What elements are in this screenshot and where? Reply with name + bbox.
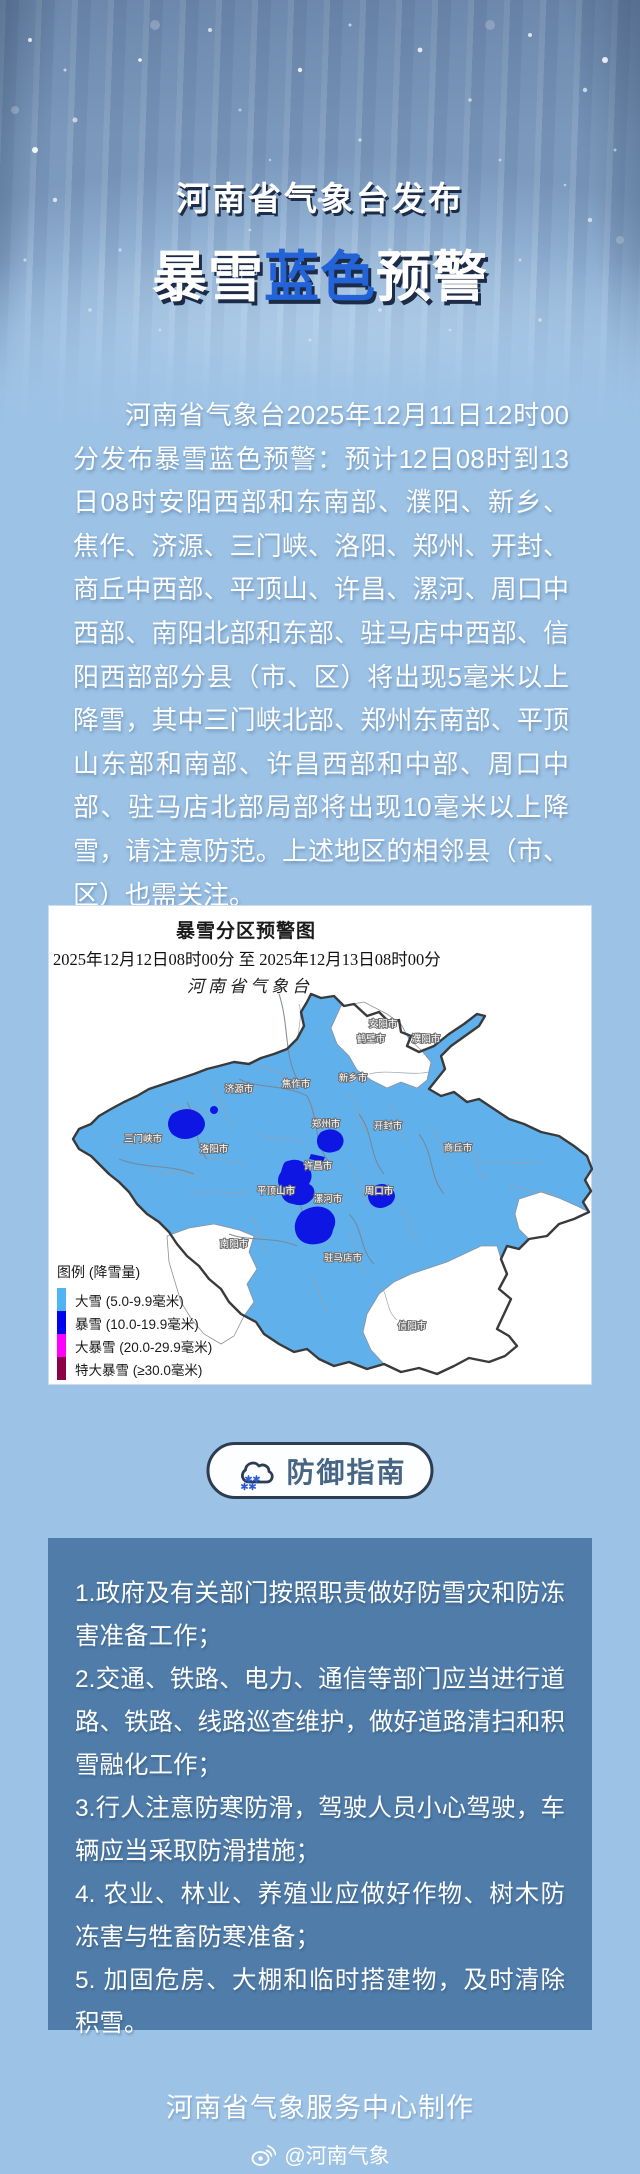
warning-paragraph: 河南省气象台2025年12月11日12时00分发布暴雪蓝色预警：预计12日08时… xyxy=(73,400,569,910)
legend-swatch-heavy-snow xyxy=(57,1288,66,1311)
city-label: 平顶山市 xyxy=(257,1185,296,1197)
legend-item: 暴雪 (10.0-19.9毫米) xyxy=(57,1311,212,1334)
legend-item: 大暴雪 (20.0-29.9毫米) xyxy=(57,1334,212,1357)
no-warning-areas xyxy=(166,1001,590,1375)
city-label: 南阳市 xyxy=(220,1238,249,1250)
weibo-credit: @河南气象 xyxy=(0,2140,640,2170)
legend-label: 大雪 (5.0-9.9毫米) xyxy=(75,1293,184,1309)
weibo-icon xyxy=(251,2145,277,2166)
defense-guide-badge: 防御指南 xyxy=(206,1442,434,1499)
hero-snow-photo: 河南省气象台发布 暴雪蓝色预警 xyxy=(0,0,640,452)
snowflakes-decoration xyxy=(11,20,624,342)
snow-warning-map-card: 暴雪分区预警图 2025年12月12日08时00分 至 2025年12月13日0… xyxy=(48,905,593,1385)
map-title: 暴雪分区预警图 xyxy=(175,921,316,942)
guide-item: 2.交通、铁路、电力、通信等部门应当进行道路、铁路、线路巡查维护，做好道路清扫和… xyxy=(75,1666,565,1779)
alert-level-highlight: 蓝色 xyxy=(263,246,376,308)
legend-swatch-heavy-blizzard xyxy=(57,1334,66,1357)
guide-item: 5. 加固危房、大棚和临时搭建物，及时清除积雪。 xyxy=(75,1967,565,2037)
city-label: 漯河市 xyxy=(314,1193,343,1205)
city-label: 鹤壁市 xyxy=(357,1033,386,1045)
city-label: 信阳市 xyxy=(398,1320,427,1332)
snow-cloud-icon xyxy=(241,1461,274,1490)
defense-guide-label: 防御指南 xyxy=(286,1456,407,1488)
blizzard-areas xyxy=(168,1106,395,1245)
city-label: 周口市 xyxy=(365,1185,394,1197)
legend-title: 图例 (降雪量) xyxy=(57,1264,141,1280)
city-label: 驻马店市 xyxy=(324,1252,363,1264)
defense-guide-box: 1.政府及有关部门按照职责做好防雪灾和防冻害准备工作； 2.交通、铁路、电力、通… xyxy=(48,1538,592,2037)
guide-item: 4. 农业、林业、养殖业应做好作物、树木防冻害与牲畜防寒准备； xyxy=(75,1881,565,1951)
city-label: 商丘市 xyxy=(444,1142,473,1154)
city-label: 许昌市 xyxy=(304,1160,333,1172)
alert-title-prefix: 暴雪 xyxy=(151,246,264,308)
issuer-line: 河南省气象台发布 xyxy=(176,180,464,217)
city-labels: 安阳市 鹤壁市 濮阳市 新乡市 焦作市 济源市 三门峡市 洛阳市 郑州市 开封市… xyxy=(123,1017,474,1333)
legend-item: 特大暴雪 (≥30.0毫米) xyxy=(57,1357,212,1380)
weibo-account-label: @河南气象 xyxy=(284,2145,390,2168)
city-label: 三门峡市 xyxy=(124,1133,163,1145)
map-legend: 图例 (降雪量) 大雪 (5.0-9.9毫米) 暴雪 (10.0-19.9毫米)… xyxy=(57,1262,212,1380)
guide-item: 1.政府及有关部门按照职责做好防雪灾和防冻害准备工作； xyxy=(75,1580,565,1650)
guide-item: 3.行人注意防寒防滑，驾驶人员小心驾驶，车辆应当采取防滑措施； xyxy=(75,1795,565,1865)
city-label: 焦作市 xyxy=(282,1078,311,1090)
legend-swatch-extreme-blizzard xyxy=(57,1357,66,1380)
legend-item: 大雪 (5.0-9.9毫米) xyxy=(57,1288,212,1311)
legend-label: 暴雪 (10.0-19.9毫米) xyxy=(75,1316,199,1332)
city-label: 郑州市 xyxy=(312,1118,341,1130)
city-label: 安阳市 xyxy=(369,1018,398,1030)
map-valid-period: 2025年12月12日08时00分 至 2025年12月13日08时00分 xyxy=(53,950,441,969)
city-label: 濮阳市 xyxy=(412,1033,441,1045)
alert-title: 暴雪蓝色预警 xyxy=(0,232,640,312)
city-label: 开封市 xyxy=(374,1120,403,1132)
producer-credit: 河南省气象服务中心制作 xyxy=(166,2093,474,2123)
legend-label: 特大暴雪 (≥30.0毫米) xyxy=(75,1362,203,1378)
legend-label: 大暴雪 (20.0-29.9毫米) xyxy=(75,1339,213,1355)
city-label: 洛阳市 xyxy=(200,1143,229,1155)
legend-swatch-blizzard xyxy=(57,1311,66,1334)
henan-province-map: 安阳市 鹤壁市 濮阳市 新乡市 焦作市 济源市 三门峡市 洛阳市 郑州市 开封市… xyxy=(71,992,593,1376)
prefecture-boundaries xyxy=(118,993,445,1265)
city-label: 新乡市 xyxy=(339,1072,368,1084)
map-author: 河南省气象台 xyxy=(187,977,313,997)
city-label: 济源市 xyxy=(225,1083,254,1095)
province-outline xyxy=(71,992,593,1376)
alert-title-suffix: 预警 xyxy=(376,246,489,308)
